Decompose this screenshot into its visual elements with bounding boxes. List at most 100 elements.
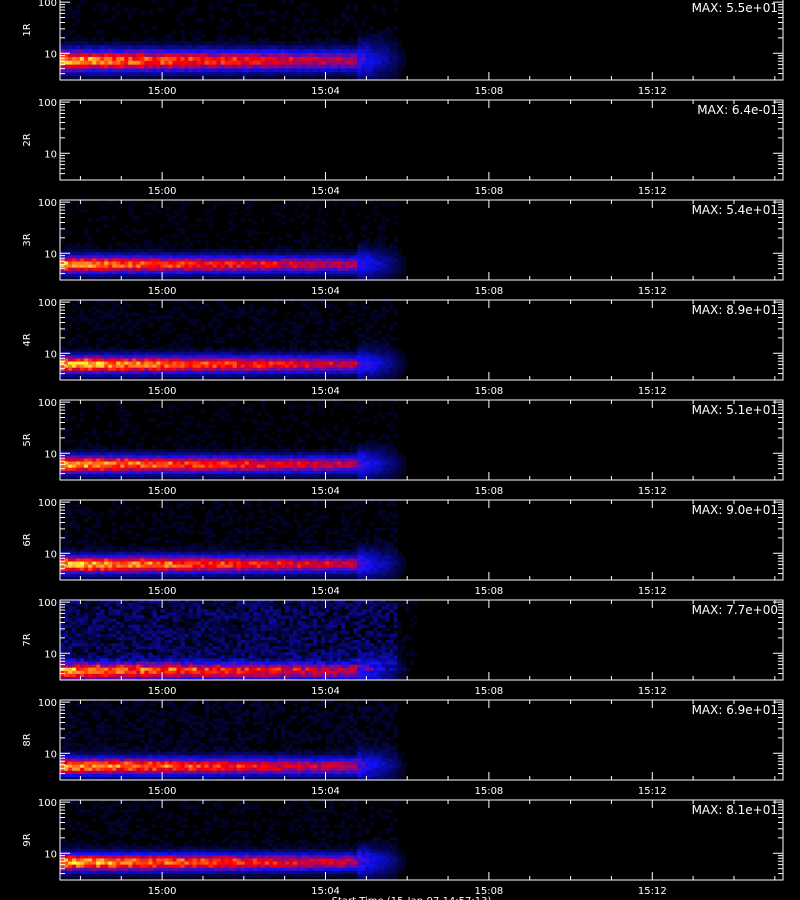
heatmap-cell	[172, 221, 177, 226]
heatmap-cell	[317, 252, 322, 256]
heatmap-cell	[284, 56, 290, 62]
heatmap-cell	[296, 33, 302, 39]
heatmap-cell	[144, 243, 149, 247]
heatmap-cell	[208, 324, 214, 329]
heatmap-cell	[128, 461, 133, 466]
heatmap-cell	[317, 258, 322, 262]
heatmap-cell	[88, 467, 93, 472]
heatmap-cell	[64, 315, 69, 319]
heatmap-cell	[369, 252, 374, 256]
heatmap-cell	[112, 315, 117, 319]
heatmap-cell	[317, 273, 322, 278]
heatmap-cell	[84, 270, 89, 275]
heatmap-cell	[345, 367, 350, 372]
heatmap-cell	[180, 64, 185, 69]
heatmap-cell	[68, 68, 73, 73]
heatmap-cell	[112, 355, 117, 359]
heatmap-cell	[132, 261, 137, 266]
heatmap-cell	[393, 349, 398, 353]
heatmap-cell	[252, 340, 258, 344]
heatmap-cell	[292, 430, 298, 435]
heatmap-cell	[325, 30, 330, 35]
heatmap-cell	[280, 476, 286, 481]
heatmap-cell	[256, 273, 262, 278]
heatmap-cell	[176, 18, 181, 23]
heatmap-cell	[108, 315, 113, 319]
heatmap-cell	[276, 249, 282, 253]
heatmap-cell	[256, 361, 262, 366]
heatmap-cell	[212, 467, 218, 472]
heatmap-cell	[389, 255, 394, 259]
heatmap-cell	[180, 270, 185, 275]
heatmap-cell	[272, 473, 278, 478]
heatmap-cell	[160, 421, 165, 426]
heatmap-cell	[60, 264, 65, 269]
heatmap-cell	[148, 60, 153, 66]
heatmap-cell	[353, 373, 358, 378]
heatmap-cell	[120, 418, 125, 422]
heatmap-cell	[373, 206, 378, 210]
heatmap-cell	[212, 72, 218, 77]
heatmap-cell	[313, 72, 318, 77]
heatmap-cell	[381, 264, 386, 269]
heatmap-cell	[180, 60, 185, 66]
heatmap-cell	[196, 436, 201, 441]
heatmap-cell	[296, 240, 302, 244]
heatmap-cell	[305, 264, 310, 269]
x-tick-label: 15:08	[474, 286, 503, 297]
heatmap-cell	[325, 252, 330, 256]
heatmap-cell	[92, 64, 97, 69]
heatmap-cell	[84, 452, 89, 456]
heatmap-cell	[180, 203, 185, 207]
heatmap-cell	[192, 324, 197, 329]
heatmap-cell	[184, 6, 189, 12]
heatmap-cell	[80, 440, 85, 444]
heatmap-cell	[108, 246, 113, 250]
heatmap-cell	[228, 476, 234, 481]
heatmap-cell	[196, 60, 201, 66]
heatmap-cell	[72, 352, 77, 356]
heatmap-cell	[260, 367, 266, 372]
heatmap-cell	[184, 352, 189, 356]
heatmap-cell	[84, 76, 89, 81]
heatmap-cell	[272, 18, 278, 23]
heatmap-cell	[212, 327, 218, 332]
heatmap-cell	[200, 433, 205, 438]
heatmap-cell	[252, 258, 258, 262]
panel-label: 4R	[22, 333, 33, 346]
heatmap-cell	[244, 464, 250, 469]
heatmap-cell	[309, 458, 314, 462]
heatmap-cell	[76, 449, 81, 453]
heatmap-cell	[280, 203, 286, 207]
heatmap-cell	[365, 327, 370, 332]
heatmap-cell	[260, 218, 266, 222]
heatmap-cell	[345, 203, 350, 207]
heatmap-cell	[120, 270, 125, 275]
heatmap-cell	[80, 72, 85, 77]
heatmap-cell	[148, 464, 153, 469]
heatmap-cell	[204, 60, 210, 66]
heatmap-cell	[208, 458, 214, 462]
heatmap-cell	[200, 258, 205, 262]
heatmap-cell	[216, 0, 222, 4]
heatmap-cell	[232, 470, 238, 475]
y-tick-label: 100	[38, 198, 57, 209]
heatmap-cell	[120, 76, 125, 81]
heatmap-cell	[116, 53, 121, 58]
heatmap-cell	[204, 255, 210, 259]
heatmap-cell	[301, 458, 306, 462]
heatmap-cell	[120, 346, 125, 350]
heatmap-cell	[280, 340, 286, 344]
heatmap-cell	[244, 461, 250, 466]
heatmap-cell	[200, 68, 205, 73]
heatmap-cell	[224, 64, 230, 69]
heatmap-cell	[317, 215, 322, 219]
heatmap-cell	[168, 406, 173, 410]
heatmap-cell	[176, 273, 181, 278]
heatmap-cell	[136, 72, 141, 77]
heatmap-cell	[232, 258, 238, 262]
heatmap-cell	[292, 336, 298, 341]
heatmap-cell	[365, 321, 370, 326]
heatmap-cell	[220, 358, 226, 362]
heatmap-cell	[168, 367, 173, 372]
